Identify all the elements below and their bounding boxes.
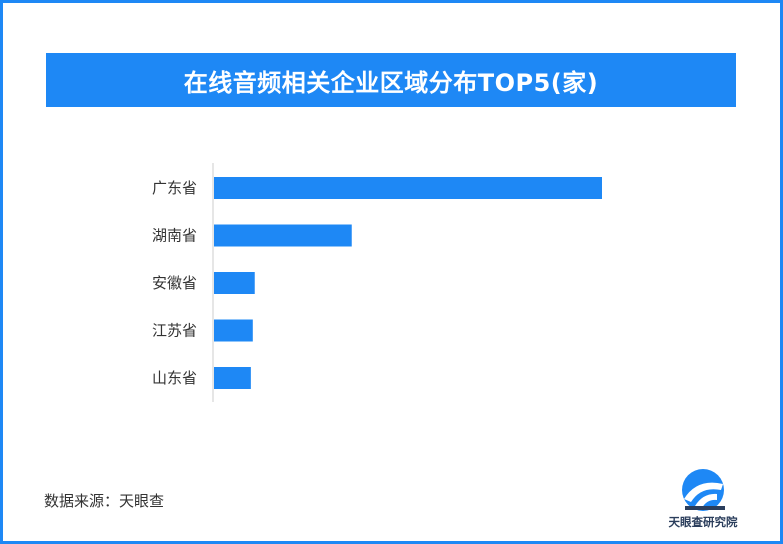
logo: 天眼查研究院: [657, 466, 749, 536]
chart-title: 在线音频相关企业区域分布TOP5(家): [183, 68, 599, 97]
logo-mark-icon: [682, 469, 725, 511]
data-source: 数据来源：天眼查: [44, 492, 165, 510]
bar-4: [214, 319, 253, 342]
bar-2: [214, 224, 352, 247]
bar-1: [214, 177, 602, 199]
bar-5: [214, 367, 251, 389]
logo-text: 天眼查研究院: [668, 515, 738, 529]
category-label: 江苏省: [152, 322, 197, 340]
category-label: 湖南省: [152, 227, 197, 245]
category-label: 广东省: [152, 179, 197, 197]
category-label: 山东省: [152, 369, 197, 387]
title-banner: 在线音频相关企业区域分布TOP5(家): [46, 53, 736, 107]
bar-3: [214, 272, 255, 294]
category-label: 安徽省: [152, 274, 197, 292]
